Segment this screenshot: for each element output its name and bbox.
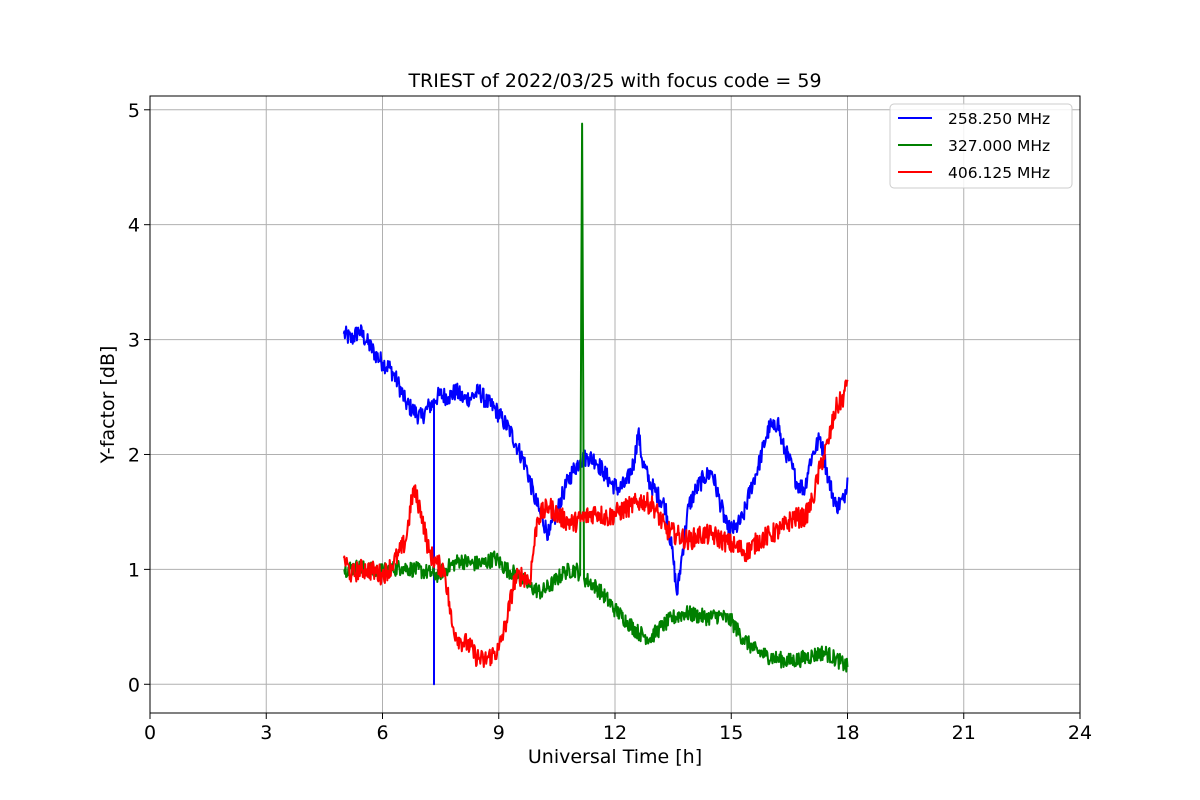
series-line-0 (342, 324, 849, 686)
x-axis-label: Universal Time [h] (528, 746, 702, 768)
x-tick-label: 18 (835, 722, 859, 744)
legend-box (889, 103, 1073, 189)
series-line-2 (342, 379, 849, 668)
x-tick-label: 21 (952, 722, 976, 744)
y-tick-label: 2 (128, 444, 140, 466)
y-tick-label: 3 (128, 330, 140, 352)
y-tick-label: 5 (128, 100, 140, 122)
legend-entry-label: 406.125 MHz (948, 164, 1050, 182)
series-line-1 (343, 122, 849, 673)
legend-entry-label: 258.250 MHz (948, 110, 1050, 128)
x-tick-label: 3 (260, 722, 272, 744)
x-tick-label: 15 (719, 722, 743, 744)
y-tick-label: 1 (128, 559, 140, 581)
legend-entry-label: 327.000 MHz (948, 137, 1050, 155)
y-tick-label: 0 (128, 674, 140, 696)
x-tick-label: 6 (376, 722, 388, 744)
y-tick-label: 4 (128, 215, 140, 237)
chart-title: TRIEST of 2022/03/25 with focus code = 5… (407, 70, 821, 92)
y-axis-label: Y-factor [dB] (97, 346, 119, 465)
series-layer (342, 122, 849, 686)
x-tick-label: 0 (144, 722, 156, 744)
legend: 258.250 MHz 327.000 MHz 406.125 MHz (889, 103, 1073, 189)
x-tick-label: 24 (1068, 722, 1092, 744)
x-tick-label: 12 (603, 722, 627, 744)
x-tick-label: 9 (493, 722, 505, 744)
